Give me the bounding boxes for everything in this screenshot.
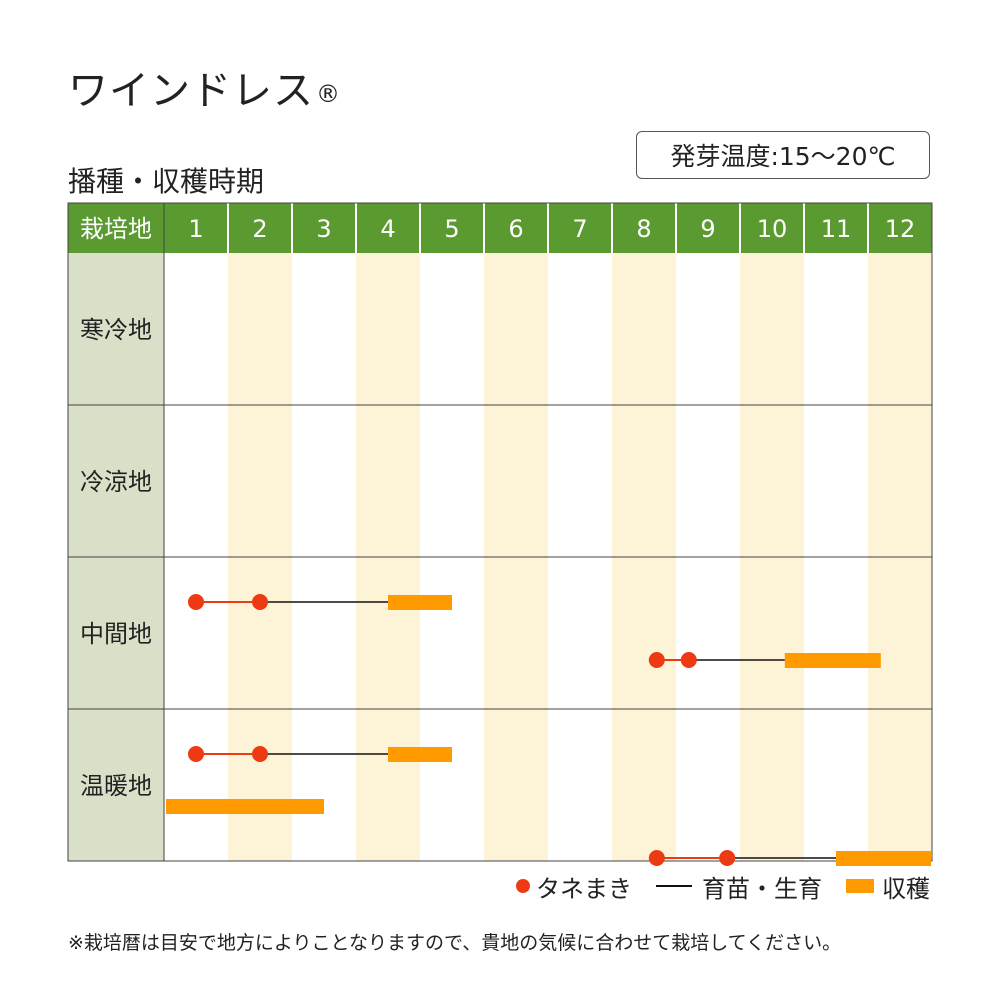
- month-header-3: 3: [316, 215, 331, 243]
- legend-growing-label: 育苗・生育: [702, 874, 822, 903]
- legend: タネまき 育苗・生育 収穫: [492, 868, 930, 904]
- month-header-5: 5: [444, 215, 459, 243]
- region-4-schedule-1-sowing-dot-1: [188, 746, 204, 762]
- region-label-3: 中間地: [80, 620, 152, 648]
- month-header-4: 4: [380, 215, 395, 243]
- month-header-12: 12: [885, 215, 916, 243]
- growing-line-icon: [656, 885, 692, 887]
- month-header-1: 1: [188, 215, 203, 243]
- region-4-schedule-3-sowing-dot-2: [719, 850, 736, 866]
- region-label-2: 冷涼地: [80, 468, 152, 496]
- product-name: ワインドレス: [68, 68, 314, 114]
- region-4-schedule-1-sowing-dot-2: [252, 746, 268, 762]
- region-3-schedule-1-sowing-dot-2: [252, 594, 268, 610]
- month-header-8: 8: [636, 215, 651, 243]
- footnote: ※栽培暦は目安で地方によりことなりますので、貴地の気候に合わせて栽培してください…: [68, 932, 842, 954]
- legend-sowing-label: タネまき: [536, 874, 632, 903]
- month-header-7: 7: [572, 215, 587, 243]
- product-title: ワインドレス®: [68, 58, 341, 116]
- legend-growing: 育苗・生育: [656, 869, 822, 904]
- month-header-9: 9: [700, 215, 715, 243]
- region-3-schedule-2-sowing-dot-2: [680, 652, 697, 668]
- legend-harvest: 収穫: [846, 869, 930, 904]
- table-border: [67, 202, 933, 862]
- registered-mark: ®: [316, 80, 341, 108]
- region-3-schedule-2-sowing-dot-1: [648, 652, 665, 668]
- month-header-6: 6: [508, 215, 523, 243]
- region-4-schedule-3-harvest-bar: [836, 851, 931, 866]
- harvest-bar-icon: [846, 879, 874, 893]
- month-header-2: 2: [252, 215, 267, 243]
- germination-temperature: 発芽温度:15〜20℃: [670, 142, 896, 171]
- germination-temperature-box: 発芽温度:15〜20℃: [636, 131, 930, 179]
- section-title: 播種・収穫時期: [68, 165, 265, 198]
- header-band: [68, 203, 932, 253]
- month-header-11: 11: [821, 215, 852, 243]
- region-3-schedule-1-harvest-bar: [388, 595, 452, 610]
- header-corner-label: 栽培地: [80, 215, 152, 243]
- region-label-4: 温暖地: [80, 772, 152, 800]
- region-3-schedule-2-harvest-bar: [784, 653, 881, 668]
- region-label-1: 寒冷地: [80, 316, 152, 344]
- legend-sowing: タネまき: [516, 869, 632, 904]
- month-header-10: 10: [757, 215, 788, 243]
- region-4-schedule-2-harvest-bar: [166, 799, 324, 814]
- region-3-schedule-1-sowing-dot-1: [188, 594, 204, 610]
- legend-harvest-label: 収穫: [882, 874, 930, 903]
- region-4-schedule-3-sowing-dot-1: [648, 850, 665, 866]
- sowing-dot-icon: [516, 879, 530, 893]
- region-4-schedule-1-harvest-bar: [388, 747, 452, 762]
